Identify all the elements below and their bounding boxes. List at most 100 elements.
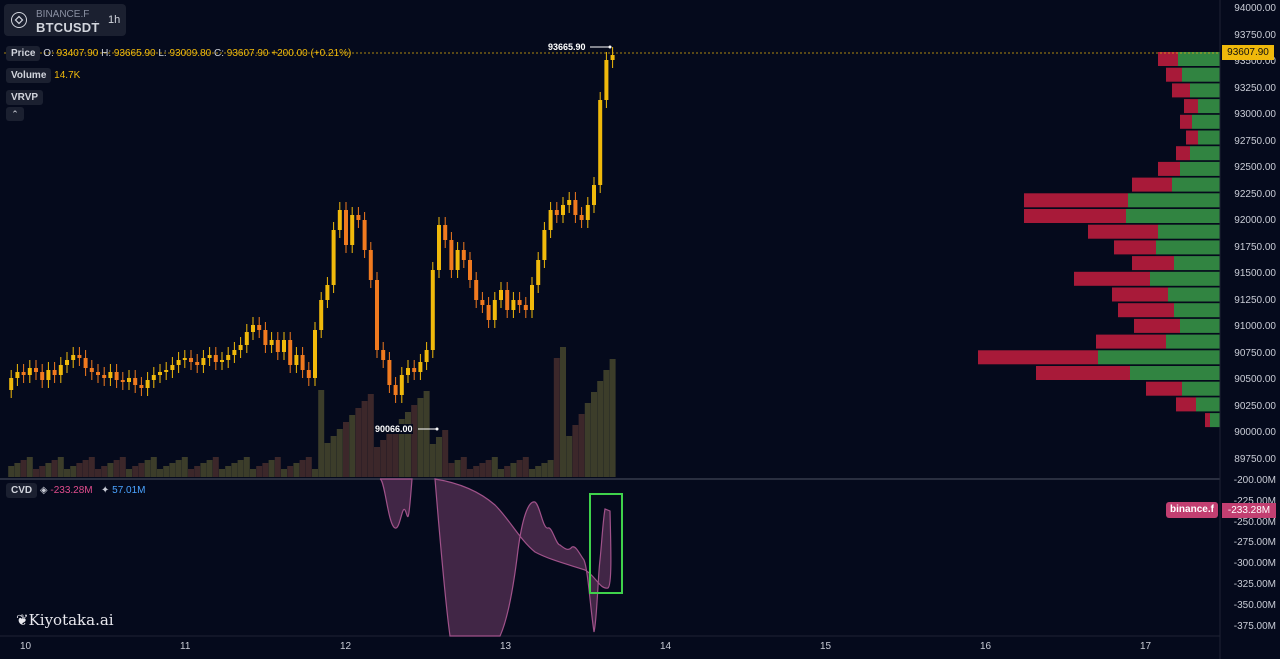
volume-bar — [603, 370, 610, 477]
price-tick: 90000.00 — [1234, 427, 1276, 438]
candle-body — [238, 345, 243, 350]
vp-sell-bar — [1112, 287, 1168, 302]
candle-body — [15, 372, 20, 378]
candle-body — [331, 230, 336, 285]
exchange-name: BINANCE.F — [36, 9, 90, 20]
price-tick: 93000.00 — [1234, 109, 1276, 120]
candle-body — [337, 210, 342, 230]
close-value: 93607.90 — [226, 48, 269, 59]
volume-bar — [560, 347, 566, 477]
vp-buy-bar — [1168, 287, 1220, 302]
candle-body — [505, 290, 510, 310]
candle-body — [46, 370, 51, 380]
vp-sell-bar — [1096, 334, 1166, 349]
cvd-legend: CVD ◈ -233.28M ✦ 57.01M — [6, 483, 146, 498]
cvd-source-badge: binance.f — [1166, 502, 1218, 518]
price-tick: 93750.00 — [1234, 29, 1276, 41]
timeframe[interactable]: 1h — [108, 14, 121, 26]
volume-bar — [95, 469, 101, 477]
volume-bar — [491, 457, 498, 477]
candle-body — [232, 350, 237, 355]
cvd-tick: -250.00M — [1233, 516, 1276, 528]
vp-buy-bar — [1190, 83, 1220, 98]
candle-body — [170, 365, 175, 370]
volume-bars — [8, 347, 616, 477]
vp-buy-bar — [1196, 397, 1220, 412]
candle-body — [598, 100, 603, 185]
volume-bar — [442, 430, 449, 477]
volume-bar — [529, 469, 535, 477]
volume-bar — [361, 401, 368, 477]
price-tick: 92000.00 — [1234, 215, 1276, 226]
symbol-header[interactable]: BINANCE.F BTCUSDT · 1h — [4, 4, 126, 36]
volume-bar — [113, 460, 120, 477]
volume-bar — [597, 381, 604, 477]
binance-diamond-icon — [11, 12, 27, 28]
candle-body — [133, 378, 138, 385]
time-tick: 14 — [660, 641, 672, 652]
brand-logo: ❦Kiyotaka.ai — [16, 611, 114, 629]
volume-bar — [411, 405, 418, 477]
open-value: 93407.90 — [56, 48, 99, 59]
volume-bar — [243, 457, 250, 477]
vrvp-label[interactable]: VRVP — [6, 90, 44, 105]
candle-body — [381, 350, 386, 360]
candle-body — [511, 300, 516, 310]
time-tick: 12 — [340, 641, 352, 652]
volume-bar — [566, 436, 573, 477]
candle-body — [393, 385, 398, 395]
time-tick: 11 — [180, 641, 191, 652]
candle-body — [83, 358, 88, 368]
separator: · — [94, 16, 98, 27]
price-tick: 94000.00 — [1234, 3, 1276, 14]
volume-bar — [231, 463, 238, 477]
cvd-label[interactable]: CVD — [6, 483, 38, 498]
candle-body — [567, 200, 572, 205]
volume-label[interactable]: Volume — [6, 68, 52, 83]
volume-bar — [256, 466, 263, 477]
vp-buy-bar — [1190, 146, 1220, 161]
cvd-area — [379, 478, 413, 529]
volume-bar — [45, 463, 52, 477]
candle-body — [412, 368, 417, 372]
volume-bar — [591, 392, 597, 477]
drop-icon: ✦ — [100, 485, 110, 496]
vp-sell-bar — [1114, 240, 1156, 255]
candle-body — [145, 380, 150, 388]
price-tick: 91250.00 — [1234, 294, 1276, 306]
price-legend: Price O: 93407.90 H: 93665.90 L: 93009.8… — [6, 46, 351, 61]
vp-buy-bar — [1182, 381, 1220, 396]
candle-body — [108, 372, 113, 378]
vp-buy-bar — [1150, 271, 1220, 286]
price-tick: 91000.00 — [1234, 321, 1276, 332]
volume-bar — [119, 457, 126, 477]
volume-bar — [274, 457, 281, 477]
volume-bar — [51, 460, 58, 477]
candle-body — [294, 355, 299, 365]
candle-body — [313, 330, 317, 378]
price-label[interactable]: Price — [6, 46, 41, 61]
volume-bar — [64, 469, 70, 477]
volume-bar — [318, 390, 325, 477]
cvd-tick: -225.00M — [1233, 495, 1276, 507]
volume-bar — [144, 460, 151, 477]
volume-bar — [293, 463, 300, 477]
candle-body — [437, 225, 441, 270]
volume-bar — [460, 457, 467, 477]
candle-body — [387, 360, 392, 385]
volume-bar — [194, 466, 201, 477]
candle-body — [430, 270, 435, 350]
price-tick: 90250.00 — [1234, 400, 1276, 412]
chevron-up-icon[interactable]: ⌃ — [6, 107, 24, 121]
candle-body — [499, 290, 503, 300]
candle-body — [102, 375, 107, 378]
volume-bar — [299, 460, 306, 477]
candle-body — [592, 185, 596, 205]
vp-buy-bar — [1178, 52, 1220, 66]
volume-bar — [206, 460, 213, 477]
cvd-tick: -200.00M — [1233, 475, 1276, 486]
high-marker — [590, 45, 612, 49]
cvd-tick: -300.00M — [1233, 558, 1276, 570]
volume-bar — [26, 457, 33, 477]
